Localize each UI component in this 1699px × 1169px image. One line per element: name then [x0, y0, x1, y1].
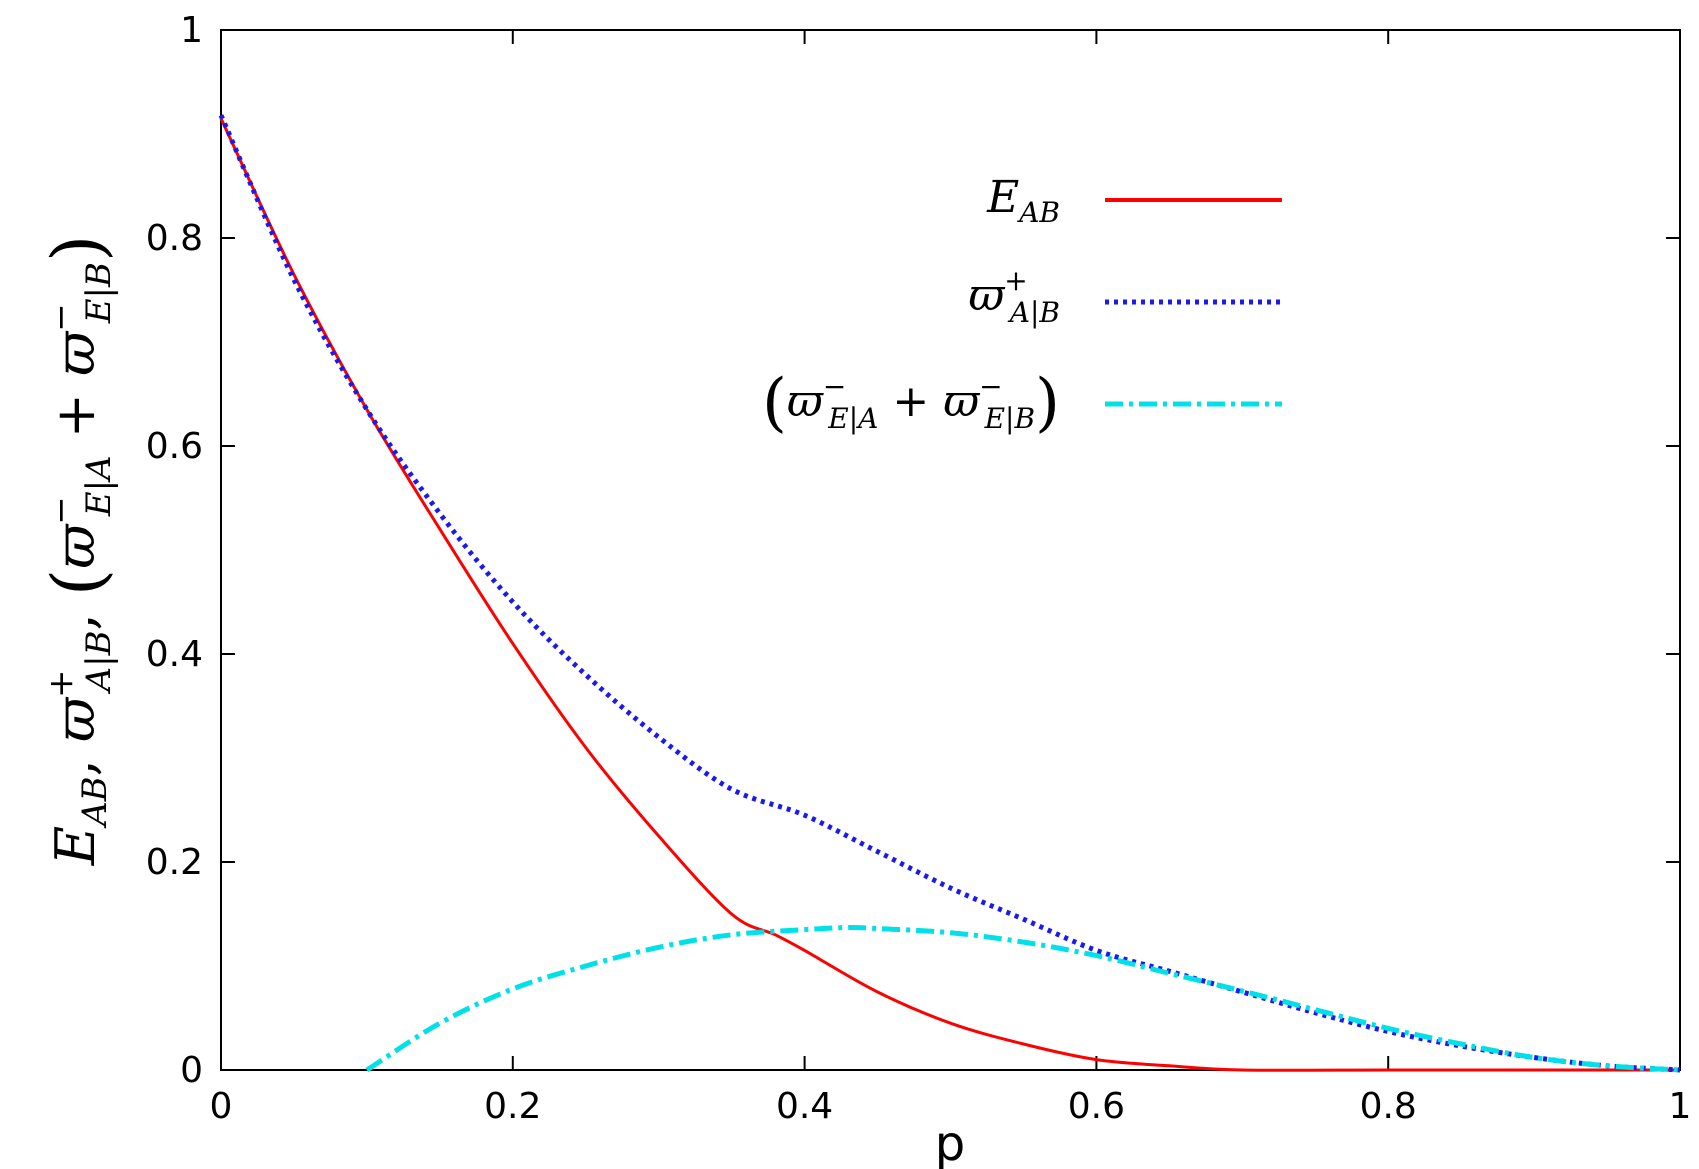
svg-text:ϖ+A|B: ϖ+ A|B — [968, 264, 1060, 329]
series-layer — [218, 114, 1681, 1073]
y-tick-label: 0.8 — [146, 218, 203, 259]
y-tick-label: 0.4 — [146, 634, 203, 675]
y-tick-label: 0 — [180, 1050, 203, 1091]
y-tick-label: 0.6 — [146, 426, 203, 467]
legend-entry-varpi-minus-sum: (ϖ− E|A + ϖ− E|B) — [762, 366, 1282, 440]
y-tick-label: 0.2 — [146, 842, 203, 883]
x-tick-label: 1 — [1669, 1086, 1692, 1127]
series-line-e-ab — [219, 117, 1680, 1072]
y-axis-label: EAB, ϖ+A|B, (ϖ−E|A + ϖ−E|B) — [37, 235, 119, 867]
svg-text:EAB, ϖ+A|B, (ϖ−E|A + ϖ−E|B): EAB, ϖ+A|B, (ϖ−E|A + ϖ−E|B) — [37, 235, 119, 867]
x-tick-label: 0.6 — [1068, 1086, 1125, 1127]
svg-text:EAB: EAB — [986, 172, 1060, 229]
legend: EAB ϖ+ A|B (ϖ− E|A + ϖ− E|B) — [762, 172, 1282, 440]
legend-entry-varpi-plus: ϖ+ A|B — [968, 264, 1282, 329]
x-tick-label: 0.2 — [484, 1086, 541, 1127]
series-line-varpi-plus-ab — [218, 114, 1681, 1073]
y-tick-label: 1 — [180, 10, 203, 51]
svg-text:(ϖ−E|A + ϖ−E|B): (ϖ− E|A + ϖ− E|B) — [762, 366, 1060, 440]
x-axis-label: p — [935, 1116, 965, 1169]
x-tick-label: 0.4 — [776, 1086, 833, 1127]
legend-entry-e-ab: EAB — [986, 172, 1282, 229]
x-tick-label: 0 — [210, 1086, 233, 1127]
plot-frame — [220, 29, 1681, 1071]
x-tick-label: 0.8 — [1360, 1086, 1417, 1127]
y-label-e: E — [44, 826, 107, 866]
ticks: 0 0.2 0.4 0.6 0.8 1 0 0.2 0.4 0.6 0.8 1 — [146, 10, 1692, 1127]
series-line-varpi-minus-sum — [365, 924, 1681, 1073]
